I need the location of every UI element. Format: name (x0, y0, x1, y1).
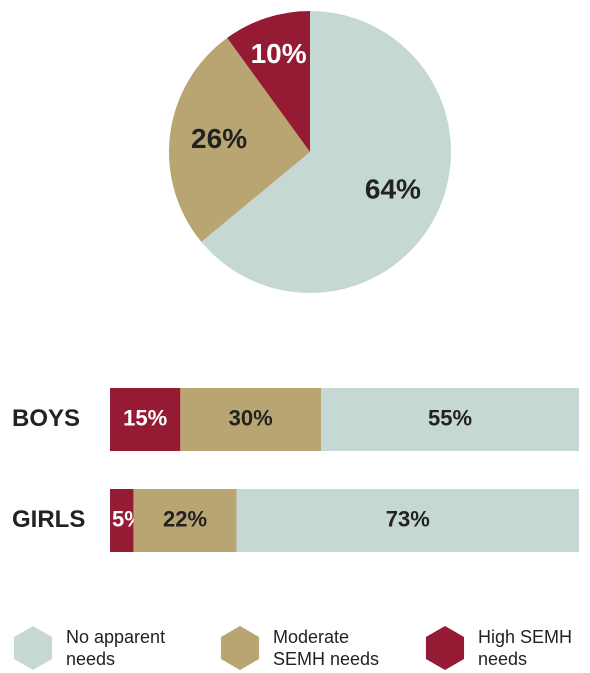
value-label: 26% (191, 123, 247, 154)
value-label: 15% (123, 405, 167, 430)
value-label: 22% (163, 506, 207, 531)
bar-segment (110, 388, 181, 451)
value-label: 55% (428, 405, 472, 430)
category-label: BOYS (12, 405, 80, 432)
pie-slice (201, 11, 451, 293)
bar-segment (180, 388, 322, 451)
legend-label: No apparent needs (66, 627, 166, 669)
legend-swatch (13, 626, 53, 670)
pie-slice (169, 37, 310, 242)
value-label: 73% (386, 506, 430, 531)
bar-segment (133, 489, 237, 552)
value-label: 10% (251, 38, 307, 69)
legend-label: Moderate SEMH needs (273, 627, 380, 669)
value-label: 64% (365, 173, 421, 204)
legend-swatch (425, 626, 465, 670)
legend-label: High SEMH needs (478, 627, 573, 669)
bar-segment (236, 489, 579, 552)
bar-segment (110, 489, 134, 552)
bar-segment (321, 388, 579, 451)
pie-slice (227, 11, 310, 152)
category-label: GIRLS (12, 506, 85, 533)
legend-swatch (220, 626, 260, 670)
value-label: 30% (229, 405, 273, 430)
